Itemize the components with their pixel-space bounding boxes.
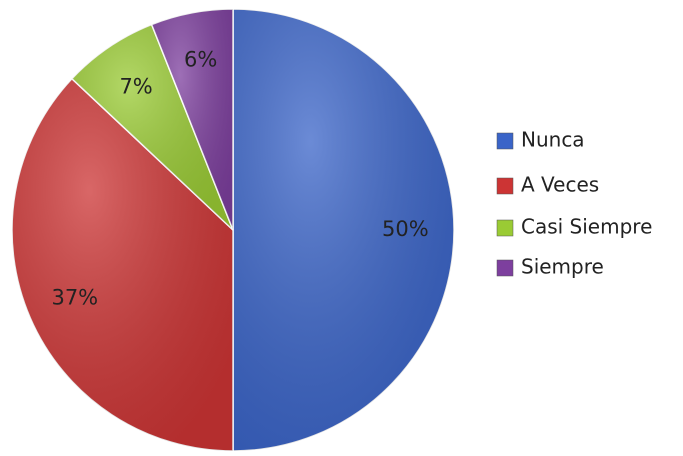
legend-swatch xyxy=(496,219,514,237)
slice-shade xyxy=(233,9,454,451)
legend-label: Nunca xyxy=(521,128,585,152)
slice-shade xyxy=(71,24,233,231)
data-label: 37% xyxy=(51,285,98,309)
data-label: 50% xyxy=(382,217,429,241)
data-label: 6% xyxy=(184,48,217,72)
slice-shade xyxy=(11,78,233,451)
data-label: 7% xyxy=(119,74,152,98)
legend-swatch xyxy=(496,259,514,277)
legend-label: Casi Siempre xyxy=(521,215,652,239)
legend-swatch xyxy=(496,132,514,150)
legend-label: A Veces xyxy=(521,173,599,197)
legend-label: Siempre xyxy=(521,255,604,279)
slice-shade xyxy=(151,9,233,230)
legend-swatch xyxy=(496,177,514,195)
